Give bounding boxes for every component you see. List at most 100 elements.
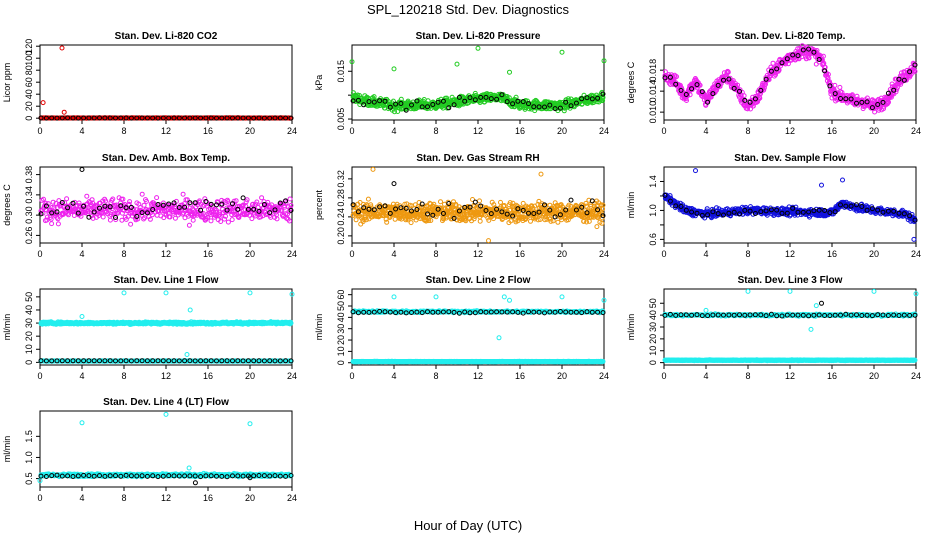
data-point — [283, 115, 289, 121]
panel-title: Stan. Dev. Li-820 Temp. — [735, 31, 846, 42]
y-tick-label: 0.34 — [24, 186, 34, 204]
x-tick-label: 8 — [433, 126, 438, 136]
data-point — [54, 115, 60, 121]
y-tick-label: 0.015 — [336, 60, 346, 83]
data-point — [287, 196, 293, 202]
data-point — [128, 221, 134, 227]
x-tick-label: 0 — [349, 126, 354, 136]
data-point — [392, 216, 398, 222]
data-point — [102, 115, 108, 121]
data-point — [65, 115, 71, 121]
y-tick-label: 0.014 — [648, 80, 658, 103]
y-axis-label: kPa — [314, 75, 324, 91]
x-tick-label: 16 — [203, 126, 213, 136]
data-point — [134, 115, 140, 121]
data-point — [91, 115, 97, 121]
y-axis-label: Licor ppm — [2, 63, 12, 103]
data-point — [288, 115, 294, 121]
x-tick-label: 20 — [557, 249, 567, 259]
x-tick-label: 20 — [245, 249, 255, 259]
data-point — [190, 217, 196, 223]
data-point — [38, 115, 44, 121]
data-point — [840, 177, 845, 183]
data-point — [365, 196, 371, 202]
x-tick-label: 4 — [391, 249, 396, 259]
y-axis-label: ml/min — [2, 314, 12, 341]
data-point — [486, 238, 491, 244]
data-point — [528, 218, 533, 224]
data-point — [81, 115, 87, 121]
x-tick-label: 0 — [661, 126, 666, 136]
data-point — [229, 217, 235, 223]
y-axis-label: ml/min — [626, 192, 636, 219]
data-point — [107, 115, 113, 121]
data-point — [225, 219, 231, 225]
y-tick-label: 0.26 — [24, 227, 34, 245]
data-point — [770, 60, 776, 66]
x-tick-label: 0 — [37, 126, 42, 136]
y-axis-label: degrees C — [626, 61, 636, 103]
y-tick-label: 0.30 — [24, 206, 34, 224]
x-tick-label: 16 — [203, 249, 213, 259]
data-point — [371, 94, 377, 100]
y-tick-label: 0 — [24, 116, 34, 121]
data-point — [55, 221, 61, 227]
data-point — [118, 115, 124, 121]
data-point — [59, 45, 65, 51]
x-tick-label: 24 — [911, 249, 921, 259]
data-point — [594, 224, 600, 230]
y-axis-label: degrees C — [2, 184, 12, 226]
x-tick-label: 16 — [827, 249, 837, 259]
data-point — [498, 199, 503, 205]
data-point — [208, 218, 214, 224]
data-point — [256, 115, 262, 121]
data-point — [49, 115, 55, 121]
data-point — [184, 352, 190, 357]
data-point — [139, 191, 145, 197]
data-point — [911, 236, 917, 242]
data-point — [166, 115, 172, 121]
plot-frame — [39, 288, 293, 366]
data-point — [267, 115, 273, 121]
y-tick-label: 0.24 — [336, 208, 346, 226]
x-tick-label: 12 — [161, 371, 171, 381]
panel-title: Stan. Dev. Sample Flow — [734, 153, 846, 164]
data-point — [192, 115, 198, 121]
series-orange — [350, 166, 606, 244]
panel-title: Stan. Dev. Amb. Box Temp. — [102, 153, 230, 164]
y-tick-label: 30 — [24, 318, 34, 328]
y-tick-label: 0.010 — [648, 101, 658, 124]
data-point — [353, 217, 359, 223]
y-tick-label: 1.0 — [648, 204, 658, 217]
data-point — [568, 197, 574, 203]
y-tick-label: 50 — [24, 292, 34, 302]
data-point — [408, 220, 414, 226]
data-point — [84, 193, 90, 199]
x-tick-label: 8 — [745, 249, 750, 259]
data-point — [113, 115, 118, 121]
x-tick-label: 16 — [515, 126, 525, 136]
x-tick-label: 20 — [245, 371, 255, 381]
data-point — [186, 222, 192, 228]
data-point — [154, 195, 160, 201]
panel-title: Stan. Dev. Li-820 CO2 — [115, 31, 218, 42]
data-point — [586, 218, 592, 224]
x-tick-label: 4 — [79, 249, 84, 259]
data-point — [837, 84, 843, 90]
x-tick-label: 24 — [287, 371, 297, 381]
y-tick-label: 0.005 — [336, 108, 346, 131]
y-tick-label: 0.018 — [648, 59, 658, 82]
data-point — [224, 115, 230, 121]
series-red — [38, 45, 294, 121]
series-cyan-upper — [38, 290, 295, 357]
data-point — [235, 115, 241, 121]
data-point — [392, 109, 397, 115]
y-tick-label: 20 — [24, 101, 34, 111]
y-tick-label: 0.6 — [648, 233, 658, 246]
data-point — [97, 115, 102, 121]
data-point — [240, 195, 246, 201]
data-point — [128, 115, 134, 121]
data-point — [559, 49, 565, 55]
y-tick-label: 40 — [24, 89, 34, 99]
plot-frame — [39, 44, 293, 121]
